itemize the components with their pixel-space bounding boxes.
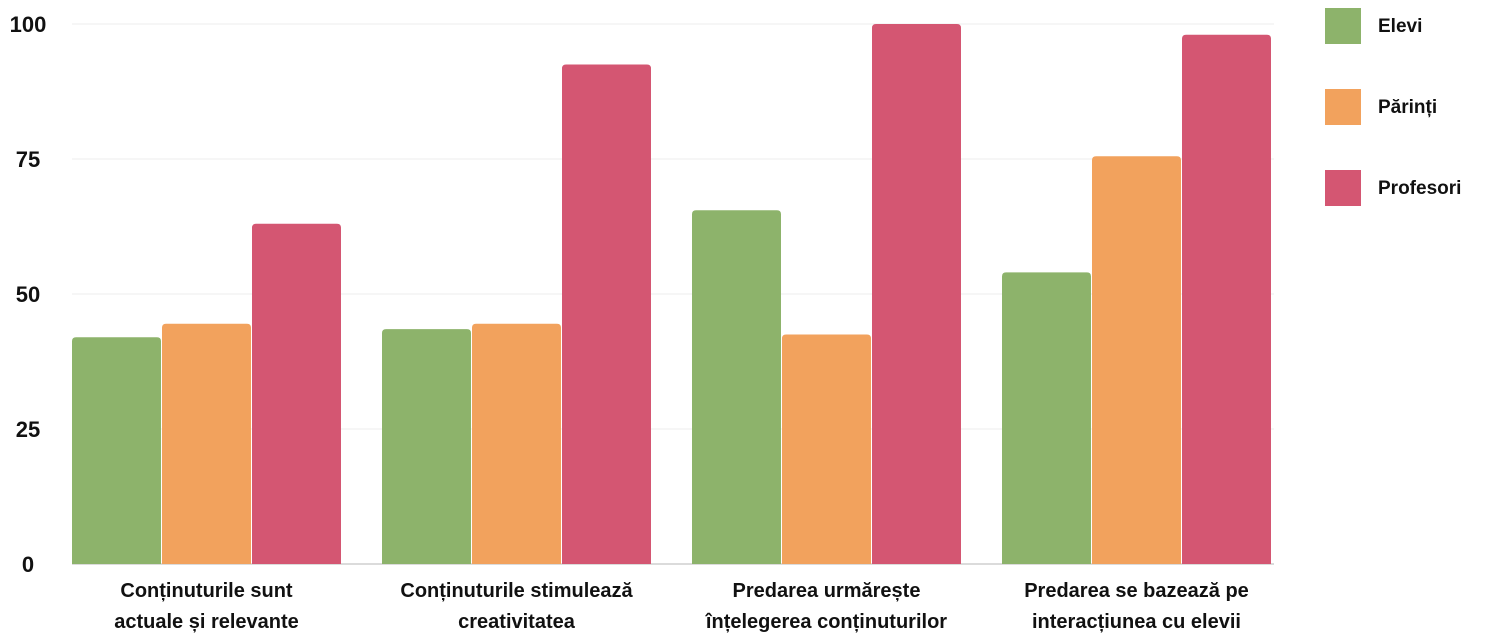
y-tick-label: 100 <box>10 12 47 37</box>
y-tick-label: 25 <box>16 417 40 442</box>
bar-părinți-4 <box>1092 156 1181 565</box>
y-tick-label: 50 <box>16 282 40 307</box>
bar-elevi-4 <box>1002 272 1091 564</box>
legend-label: Elevi <box>1378 16 1422 37</box>
x-tick-label: actuale și relevante <box>114 611 299 633</box>
bar-elevi-3 <box>692 210 781 565</box>
bar-elevi-2 <box>382 329 471 564</box>
bar-profesori-4 <box>1182 34 1271 565</box>
x-tick-label: Predarea se bazează pe <box>1024 580 1249 602</box>
bar-părinți-2 <box>472 323 561 564</box>
bar-părinți-3 <box>782 334 871 564</box>
x-tick-label: interacțiunea cu elevii <box>1032 611 1241 633</box>
legend-swatch-profesori <box>1325 170 1361 206</box>
legend: Elevi Părinți Profesori <box>1325 8 1461 206</box>
bar-elevi-1 <box>72 337 161 564</box>
x-tick-label: înțelegerea conținuturilor <box>705 611 947 633</box>
bars <box>72 24 1271 565</box>
y-tick-label: 75 <box>16 147 40 172</box>
x-axis: Conținuturile sunt actuale și relevante Co… <box>114 580 1249 633</box>
bar-profesori-1 <box>252 223 341 565</box>
legend-swatch-elevi <box>1325 8 1361 44</box>
legend-label: Părinți <box>1378 97 1437 118</box>
y-tick-label: 0 <box>22 552 34 577</box>
x-tick-label: creativitatea <box>458 611 576 633</box>
bar-profesori-2 <box>562 64 651 564</box>
bar-părinți-1 <box>162 323 251 564</box>
legend-swatch-părinți <box>1325 89 1361 125</box>
y-axis: 0 25 50 75 100 <box>10 12 47 577</box>
bar-profesori-3 <box>872 24 961 564</box>
x-tick-label: Predarea urmărește <box>733 580 921 602</box>
legend-label: Profesori <box>1378 178 1461 199</box>
x-tick-label: Conținuturile stimulează <box>400 580 633 602</box>
x-tick-label: Conținuturile sunt <box>120 580 293 602</box>
